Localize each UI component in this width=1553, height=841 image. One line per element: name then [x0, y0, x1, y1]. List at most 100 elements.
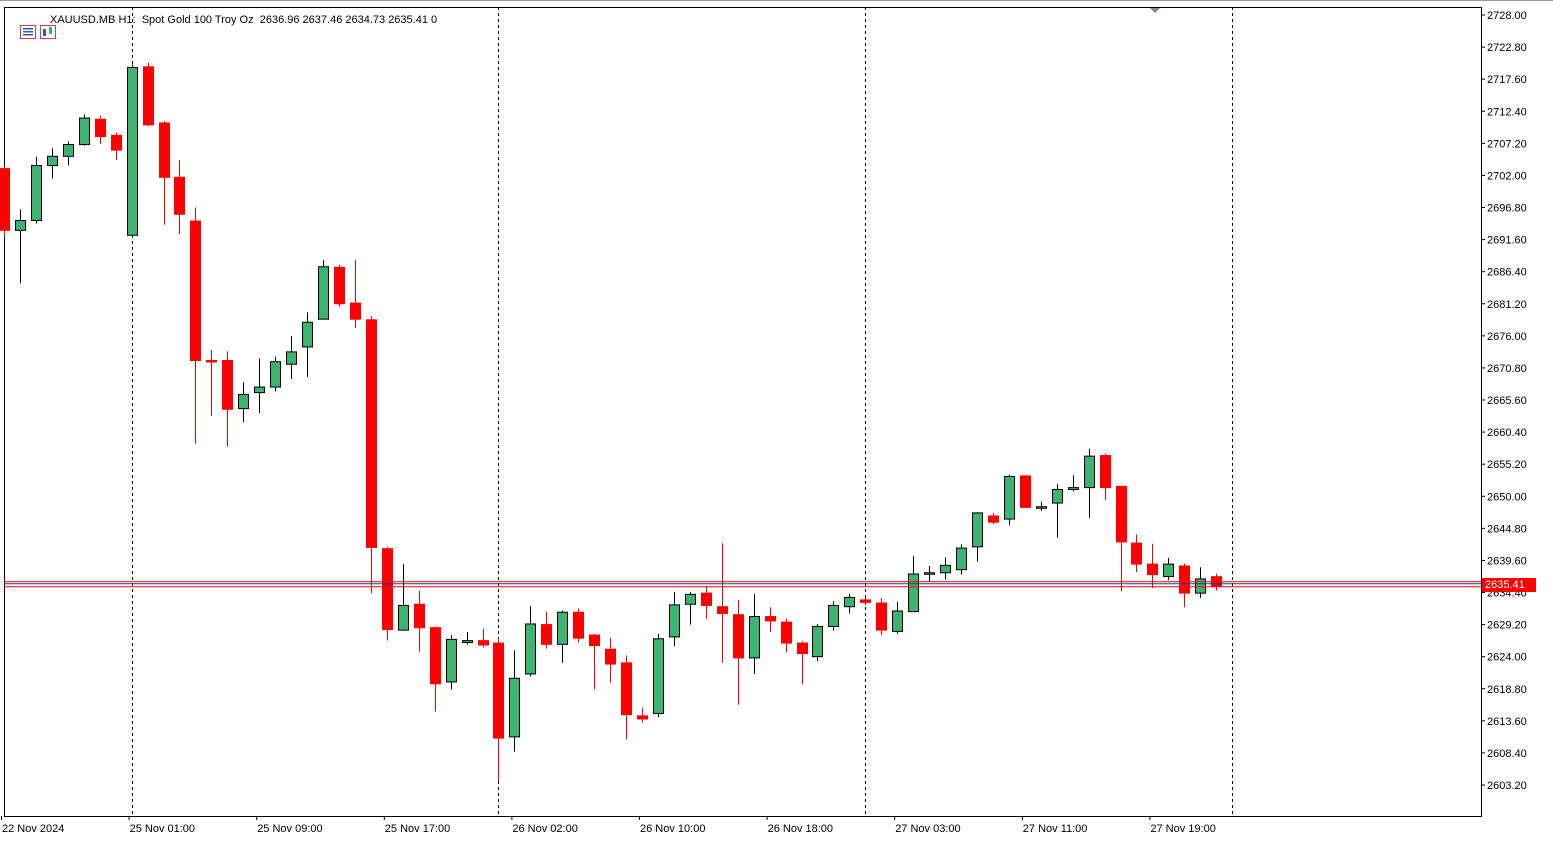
candle-body-38: [605, 648, 616, 665]
candle-body-17: [270, 361, 281, 388]
x-tick-label-6: 26 Nov 18:00: [768, 823, 833, 835]
candle-body-54: [860, 599, 871, 603]
candle-body-47: [749, 616, 760, 659]
x-tick-label-5: 26 Nov 10:00: [640, 823, 705, 835]
y-tick-label-15: 2650.00: [1487, 491, 1527, 503]
candle-24: [382, 546, 393, 641]
candle-body-40: [637, 715, 648, 720]
candle-17: [270, 356, 281, 392]
candle-68: [1084, 448, 1095, 518]
candle-72: [1147, 543, 1158, 589]
candle-body-22: [350, 302, 361, 320]
y-tick-label-8: 2686.40: [1487, 267, 1527, 279]
candle-75: [1195, 567, 1206, 599]
candle-70: [1116, 485, 1127, 592]
candle-40: [637, 707, 648, 723]
candle-body-69: [1100, 455, 1111, 489]
candle-46: [733, 599, 744, 705]
indicator-icon[interactable]: [28, 13, 57, 39]
y-tick-label-3: 2712.40: [1487, 106, 1527, 118]
y-tick-label-0: 2728.00: [1487, 10, 1527, 22]
candle-body-49: [781, 621, 792, 644]
candle-64: [1020, 475, 1031, 508]
candle-48: [765, 607, 776, 632]
x-tick-label-9: 27 Nov 19:00: [1150, 823, 1215, 835]
candle-body-55: [876, 602, 887, 631]
candle-59: [940, 557, 951, 580]
ohlc-label: 2636.96 2637.46 2634.73 2635.41: [259, 14, 428, 26]
current-price-tag: 2635.41: [1482, 578, 1536, 592]
y-tick-label-6: 2696.80: [1487, 203, 1527, 215]
candle-31: [493, 638, 504, 782]
y-tick-label-22: 2613.60: [1487, 716, 1527, 728]
x-tick-label-1: 25 Nov 01:00: [130, 823, 195, 835]
candle-body-37: [589, 634, 600, 647]
candle-44: [701, 585, 712, 620]
candle-body-56: [892, 610, 903, 632]
symbol-label: XAUUSD.MB: [50, 14, 116, 26]
candle-62: [988, 512, 999, 525]
extra-label: 0: [431, 14, 438, 26]
candle-66: [1052, 483, 1063, 538]
candle-body-70: [1116, 485, 1127, 543]
candle-body-74: [1179, 565, 1190, 594]
candle-body-34: [541, 624, 552, 645]
candle-51: [812, 623, 823, 661]
candle-0: [0, 166, 10, 238]
candle-body-65: [1036, 506, 1047, 509]
candle-body-3: [47, 155, 58, 167]
candle-body-45: [717, 606, 728, 614]
candle-49: [781, 618, 792, 653]
candle-body-73: [1163, 563, 1174, 577]
candle-body-32: [509, 677, 520, 738]
candle-body-64: [1020, 475, 1031, 508]
candle-30: [478, 628, 489, 648]
y-tick-label-13: 2660.40: [1487, 427, 1527, 439]
candle-8: [127, 64, 138, 238]
candle-45: [717, 543, 728, 663]
candle-18: [286, 335, 297, 380]
candle-body-48: [765, 616, 776, 622]
candle-body-51: [812, 625, 823, 658]
candle-2: [31, 156, 42, 224]
y-tick-label-19: 2629.20: [1487, 620, 1527, 632]
candle-29: [462, 631, 473, 645]
candle-body-0: [0, 168, 10, 231]
candle-body-59: [940, 564, 951, 574]
y-tick-label-16: 2644.80: [1487, 523, 1527, 535]
candle-body-61: [972, 512, 983, 548]
candle-39: [621, 655, 632, 740]
candle-4: [63, 141, 74, 166]
candle-body-68: [1084, 455, 1095, 489]
candle-body-1: [15, 219, 26, 231]
candle-25: [398, 564, 409, 631]
candle-body-43: [685, 593, 696, 605]
candle-body-10: [159, 122, 170, 178]
candle-13: [206, 350, 217, 417]
candle-body-62: [988, 515, 999, 523]
candle-69: [1100, 453, 1111, 500]
candle-body-39: [621, 662, 632, 716]
x-tick-label-3: 25 Nov 17:00: [385, 823, 450, 835]
y-tick-label-11: 2670.80: [1487, 363, 1527, 375]
candle-15: [238, 382, 249, 423]
candle-body-20: [318, 266, 329, 320]
candles-layer: [0, 62, 1222, 782]
y-tick-label-12: 2665.60: [1487, 395, 1527, 407]
y-tick-label-17: 2639.60: [1487, 555, 1527, 567]
description-label: Spot Gold 100 Troy Oz: [141, 14, 254, 26]
candle-body-75: [1195, 578, 1206, 594]
candle-12: [190, 207, 201, 444]
candle-55: [876, 598, 887, 636]
candle-21: [334, 264, 345, 307]
candle-body-30: [478, 640, 489, 646]
candle-body-2: [31, 165, 42, 221]
scroll-marker: [1150, 8, 1160, 13]
chart-menu-icon[interactable]: [8, 13, 37, 39]
candle-body-46: [733, 614, 744, 659]
day-separators: [132, 7, 1233, 816]
y-tick-label-4: 2707.20: [1487, 138, 1527, 150]
candle-67: [1068, 475, 1079, 492]
candle-61: [972, 512, 983, 562]
